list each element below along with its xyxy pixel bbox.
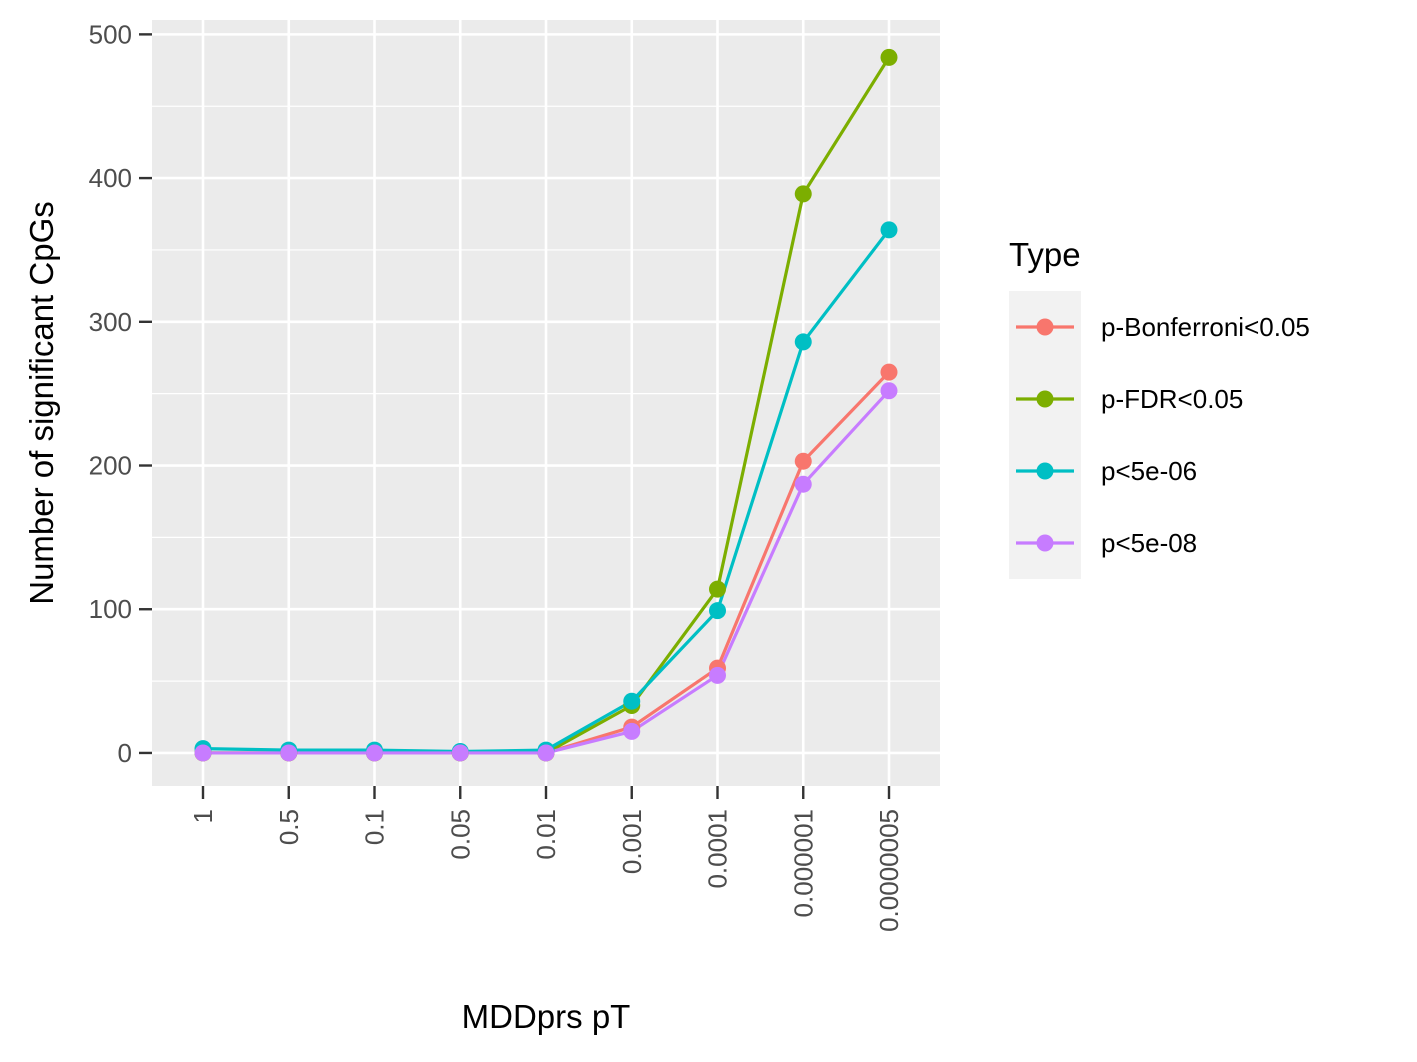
y-axis-title: Number of significant CpGs [23, 201, 60, 605]
data-point [366, 744, 383, 762]
legend-key-background [1009, 291, 1081, 579]
data-point [709, 602, 726, 620]
legend-key-point [1036, 390, 1054, 408]
x-tick-label: 1 [188, 809, 218, 823]
legend-title: Type [1009, 236, 1081, 273]
x-tick-label: 0.001 [617, 809, 647, 874]
x-axis-title: MDDprs pT [462, 998, 631, 1035]
y-tick-label: 400 [89, 163, 132, 193]
x-tick-label: 0.01 [531, 809, 561, 860]
legend-key-point [1036, 462, 1054, 480]
y-tick-label: 100 [89, 594, 132, 624]
y-axis: 0 100 200 300 400 500 [89, 19, 152, 768]
data-point [880, 363, 898, 381]
data-point [794, 185, 812, 203]
x-tick-label: 0.5 [274, 809, 304, 845]
y-tick-label: 500 [89, 19, 132, 49]
grid-major [152, 20, 940, 786]
data-point [880, 48, 898, 66]
y-tick-label: 0 [118, 738, 132, 768]
y-tick-label: 300 [89, 307, 132, 337]
data-point [880, 382, 898, 400]
data-point [709, 666, 726, 684]
y-tick-label: 200 [89, 451, 132, 481]
data-point [623, 692, 641, 710]
legend-label: p<5e-06 [1101, 456, 1197, 486]
data-point [794, 475, 812, 493]
data-point [537, 744, 555, 762]
x-axis: 1 0.5 0.1 0.05 0.01 0.001 0.0001 0.000001 0.0000… [188, 786, 904, 932]
legend-label: p<5e-08 [1101, 528, 1197, 558]
legend-items: p-Bonferroni<0.05 p-FDR<0.05 p<5e-06 p<5e-0… [1016, 312, 1310, 558]
data-point [880, 221, 898, 239]
data-point [451, 744, 469, 762]
data-point [280, 744, 298, 762]
legend: Type p-Bonferroni<0.05p-FDR<0.05p<5e-06p… [1009, 236, 1310, 579]
legend-label: p-Bonferroni<0.05 [1101, 312, 1310, 342]
data-point [194, 744, 212, 762]
x-tick-label: 0.05 [445, 809, 475, 860]
data-point [794, 452, 812, 470]
data-point [623, 722, 641, 740]
legend-key-point [1036, 534, 1054, 552]
legend-label: p-FDR<0.05 [1101, 384, 1243, 414]
legend-key-point [1036, 318, 1054, 336]
x-tick-label: 0.000001 [788, 809, 818, 917]
data-point [709, 580, 726, 598]
x-tick-label: 0.0001 [703, 809, 733, 889]
series-layer [194, 48, 898, 762]
x-tick-label: 0.0000005 [874, 809, 904, 932]
data-point [794, 333, 812, 351]
x-tick-label: 0.1 [360, 809, 390, 845]
